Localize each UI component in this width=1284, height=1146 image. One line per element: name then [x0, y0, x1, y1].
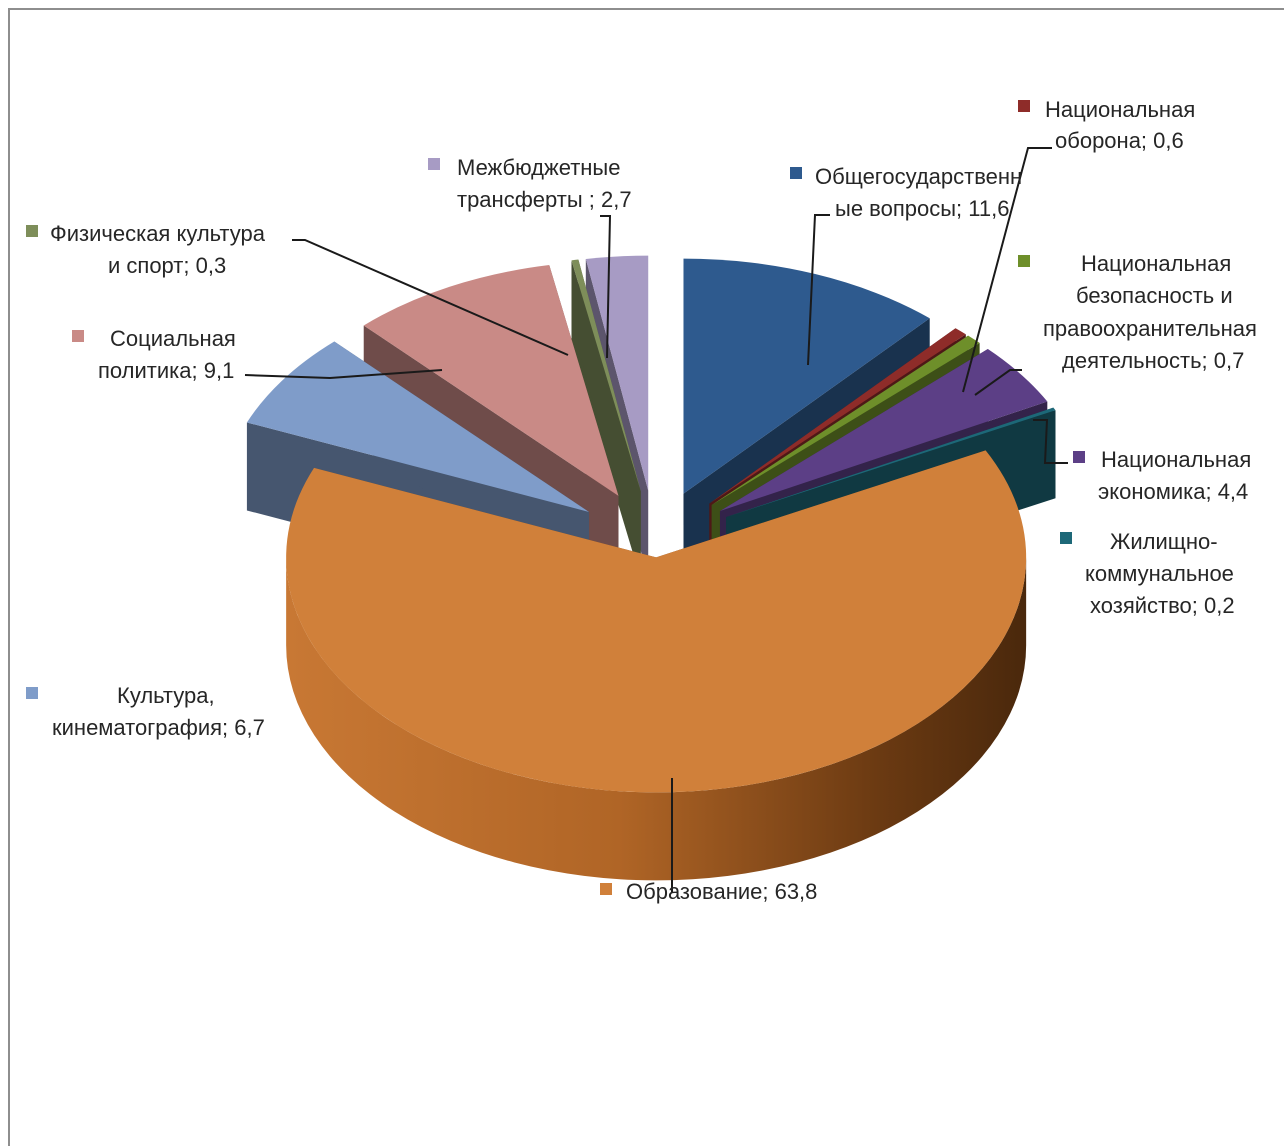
leader-lines: [244, 147, 1068, 892]
leader-line-general: [807, 214, 830, 366]
label-security-line3: правоохранительная: [1043, 316, 1257, 341]
legend-key-economy: [1073, 451, 1085, 463]
label-sport-line1: Физическая культура: [50, 221, 266, 246]
legend-key-general: [790, 167, 802, 179]
leader-line-economy: [1033, 419, 1068, 464]
data-label-security: Национальная безопасность и правоохранит…: [1018, 251, 1257, 373]
data-label-sport: Физическая культура и спорт; 0,3: [26, 221, 266, 278]
legend-key-culture: [26, 687, 38, 699]
data-label-economy: Национальная экономика; 4,4: [1073, 447, 1251, 504]
leader-line-transfers: [600, 215, 612, 359]
label-general-line2: ые вопросы; 11,6: [835, 196, 1009, 221]
label-housing-line3: хозяйство; 0,2: [1090, 593, 1235, 618]
slice-housing-top: [726, 407, 1056, 518]
label-education-line1: Образование; 63,8: [626, 879, 817, 904]
slice-general-top: [683, 258, 930, 494]
label-economy-line1: Национальная: [1101, 447, 1251, 472]
slice-education-top: [286, 450, 1027, 793]
slice-sport-top: [571, 259, 641, 492]
slice-transfers-top: [585, 255, 649, 491]
data-labels: Межбюджетные трансферты ; 2,7 Национальн…: [26, 97, 1257, 904]
slice-security-top: [711, 335, 980, 506]
label-security-line4: деятельность; 0,7: [1062, 348, 1244, 373]
slice-education-side-0: [286, 557, 1027, 881]
legend-key-social: [72, 330, 84, 342]
slice-defense-top: [709, 328, 966, 504]
label-transfers-line1: Межбюджетные: [457, 155, 620, 180]
label-security-line2: безопасность и: [1076, 283, 1233, 308]
data-label-transfers: Межбюджетные трансферты ; 2,7: [428, 155, 632, 212]
slice-economy-top: [719, 348, 1048, 512]
label-economy-line2: экономика; 4,4: [1098, 479, 1248, 504]
slice-sport: [571, 259, 641, 580]
legend-key-housing: [1060, 532, 1072, 544]
label-social-line2: политика; 9,1: [98, 358, 234, 383]
label-culture-line2: кинематография; 6,7: [52, 715, 265, 740]
label-sport-line2: и спорт; 0,3: [108, 253, 226, 278]
slice-social-top: [363, 265, 619, 496]
slice-sport-wall-end: [578, 259, 641, 580]
legend-key-education: [600, 883, 612, 895]
slice-culture-top: [246, 341, 590, 512]
legend-key-defense: [1018, 100, 1030, 112]
data-label-general: Общегосударственн ые вопросы; 11,6: [790, 164, 1022, 221]
label-security-line1: Национальная: [1081, 251, 1231, 276]
data-label-defense: Национальная оборона; 0,6: [1018, 97, 1195, 153]
label-general-line1: Общегосударственн: [815, 164, 1022, 189]
leader-line-defense: [962, 147, 1052, 393]
data-label-culture: Культура, кинематография; 6,7: [26, 683, 265, 740]
data-label-social: Социальная политика; 9,1: [72, 326, 236, 383]
label-housing-line2: коммунальное: [1085, 561, 1234, 586]
leader-line-security: [974, 369, 1022, 396]
label-transfers-line2: трансферты ; 2,7: [457, 187, 632, 212]
label-housing-line1: Жилищно-: [1110, 529, 1218, 554]
slice-education: [286, 450, 1027, 881]
label-culture-line1: Культура,: [117, 683, 215, 708]
data-label-housing: Жилищно- коммунальное хозяйство; 0,2: [1060, 529, 1235, 618]
leader-line-sport: [292, 239, 569, 356]
legend-key-security: [1018, 255, 1030, 267]
label-social-line1: Социальная: [110, 326, 236, 351]
leader-line-social: [244, 369, 443, 380]
legend-key-sport: [26, 225, 38, 237]
data-label-education: Образование; 63,8: [600, 879, 817, 904]
label-defense-line1: Национальная: [1045, 97, 1195, 122]
pie-slices: [246, 255, 1056, 881]
legend-key-transfers: [428, 158, 440, 170]
label-defense-line2: оборона; 0,6: [1055, 128, 1184, 153]
